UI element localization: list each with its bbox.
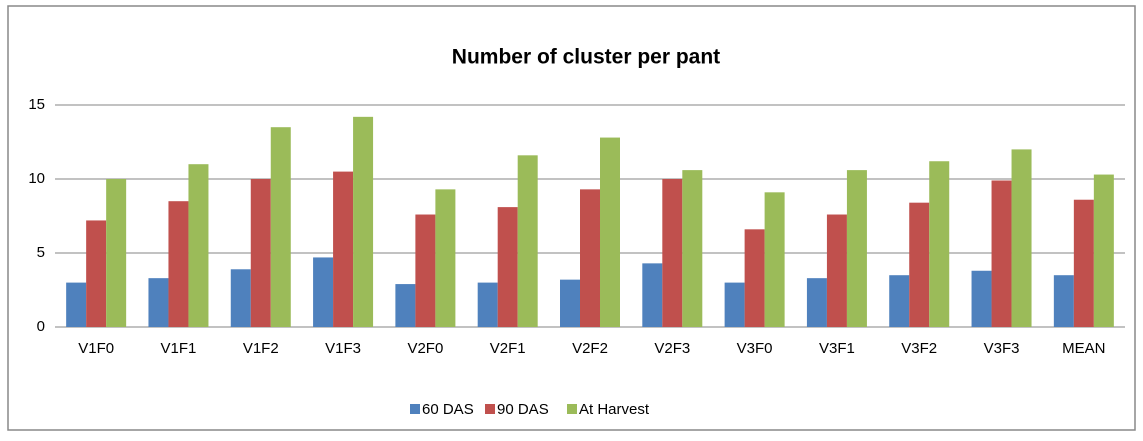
bar	[66, 282, 87, 327]
bar	[353, 116, 374, 327]
bar	[415, 214, 436, 327]
x-tick-label: V3F3	[984, 340, 1020, 357]
x-tick-label: V2F3	[654, 340, 690, 357]
x-tick-label: V3F1	[819, 340, 855, 357]
x-tick-label: MEAN	[1062, 340, 1105, 357]
bar	[724, 282, 745, 327]
bar	[662, 179, 683, 327]
x-tick-label: V2F1	[490, 340, 526, 357]
y-tick-label: 15	[28, 96, 45, 113]
bar	[1053, 275, 1074, 327]
bar	[764, 192, 785, 327]
bar	[395, 284, 416, 327]
bar	[313, 257, 334, 327]
bar	[1093, 174, 1114, 327]
bar	[600, 137, 620, 327]
bar	[477, 282, 498, 327]
legend-label: 90 DAS	[497, 401, 549, 418]
bar	[333, 171, 354, 327]
x-tick-label: V2F2	[572, 340, 608, 357]
bar	[580, 189, 600, 327]
x-tick-label: V3F2	[901, 340, 937, 357]
bar	[846, 170, 867, 327]
bar	[642, 263, 663, 327]
legend-swatch	[410, 404, 420, 414]
bar	[497, 207, 518, 327]
legend-swatch	[567, 404, 577, 414]
legend-swatch	[485, 404, 495, 414]
x-tick-label: V1F0	[78, 340, 114, 357]
bar	[560, 279, 580, 327]
x-tick-label: V1F1	[161, 340, 197, 357]
bar	[744, 229, 765, 327]
legend-label: At Harvest	[579, 401, 650, 418]
y-tick-label: 5	[37, 244, 45, 261]
bar	[971, 270, 992, 327]
bar	[270, 127, 291, 327]
bar	[435, 189, 456, 327]
y-tick-label: 0	[37, 318, 45, 335]
x-tick-label: V2F0	[407, 340, 443, 357]
bar	[909, 202, 930, 327]
y-tick-label: 10	[28, 170, 45, 187]
bar	[991, 180, 1012, 327]
legend-label: 60 DAS	[422, 401, 474, 418]
bar	[1073, 199, 1094, 327]
bar	[168, 201, 189, 327]
bar	[1011, 149, 1032, 327]
bar	[826, 214, 847, 327]
bar	[188, 164, 209, 327]
x-tick-label: V3F0	[737, 340, 773, 357]
bar	[148, 278, 169, 327]
bar	[929, 161, 950, 327]
chart-title: Number of cluster per pant	[452, 46, 720, 69]
bar	[517, 155, 538, 327]
bar	[250, 179, 271, 327]
x-tick-label: V1F2	[243, 340, 279, 357]
bar	[86, 220, 107, 327]
bar	[106, 179, 127, 327]
bar	[230, 269, 251, 327]
bar	[682, 170, 703, 327]
bar	[889, 275, 910, 327]
x-tick-label: V1F3	[325, 340, 361, 357]
bar	[806, 278, 827, 327]
